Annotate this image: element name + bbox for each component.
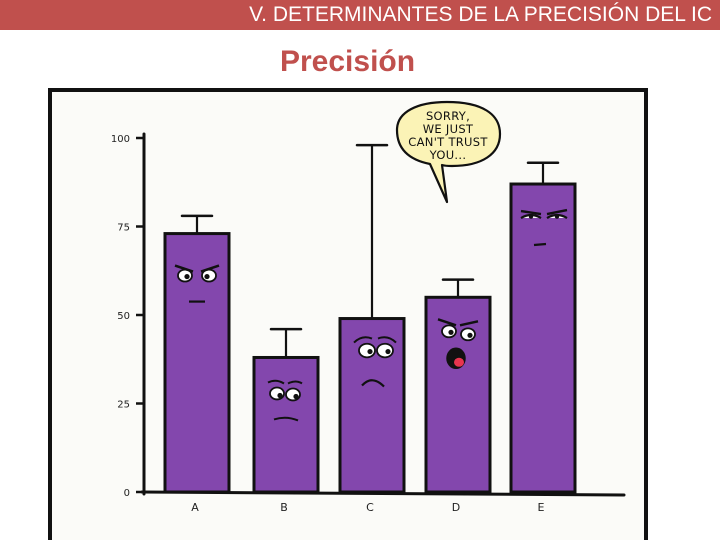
x-tick-label: A	[191, 501, 199, 514]
speech-bubble-shape	[395, 100, 502, 204]
x-tick-label: B	[280, 501, 288, 514]
speech-bubble: SORRY, WE JUST CAN'T TRUST YOU...	[395, 100, 502, 204]
left-eye-pupil	[277, 392, 283, 399]
bar-rect	[509, 182, 577, 494]
left-brow	[437, 318, 457, 327]
right-brow	[546, 208, 568, 216]
right-brow	[287, 380, 303, 385]
face-shocked	[437, 318, 479, 370]
mouth	[361, 379, 385, 388]
y-tick-label: 25	[117, 400, 130, 411]
right-eye	[376, 342, 394, 359]
bar-rect	[252, 355, 320, 494]
right-eye-pupil	[385, 348, 391, 355]
bar-C	[338, 143, 406, 494]
bubble-line-4: YOU...	[429, 148, 467, 162]
bar-rect	[424, 295, 492, 494]
y-tick-label: 100	[111, 134, 130, 145]
right-eye-pupil	[204, 273, 210, 280]
chart-bars	[163, 143, 577, 494]
left-eye-pupil	[367, 348, 373, 355]
slide-title: Precisión	[280, 45, 416, 78]
left-eye-pupil	[184, 273, 190, 280]
left-brow	[174, 264, 194, 273]
bubble-line-3: CAN'T TRUST	[408, 135, 488, 149]
bar-E	[509, 161, 577, 494]
bubble-line-1: SORRY,	[426, 109, 470, 123]
left-brow	[520, 209, 542, 216]
right-eye-pupil	[467, 332, 473, 338]
left-eye-pupil	[528, 214, 534, 219]
y-tick-label: 50	[117, 311, 130, 322]
x-tick-label: E	[538, 501, 545, 514]
left-eye-pupil	[448, 329, 454, 335]
comic-chart-frame: 0 25 50 75 100 A B C D E SORRY, WE JUST CAN'T TR…	[48, 88, 648, 540]
bar-D	[424, 278, 492, 494]
face-worried	[267, 379, 303, 422]
mouth	[533, 242, 547, 247]
right-eye	[285, 387, 301, 402]
right-brow	[200, 264, 220, 273]
right-eye-pupil	[554, 214, 560, 219]
face-frown	[174, 264, 220, 303]
chart-labels: A B C D E	[191, 501, 544, 514]
left-brow	[353, 336, 373, 344]
right-brow	[377, 336, 397, 344]
x-tick-label: C	[366, 501, 374, 514]
face-suspicious	[520, 208, 568, 247]
bubble-line-2: WE JUST	[423, 122, 474, 136]
bar-B	[252, 327, 320, 494]
y-tick-label: 0	[124, 488, 130, 499]
header-bar: V. DETERMINANTES DE LA PRECISIÓN DEL IC	[0, 0, 720, 30]
right-eye-pupil	[293, 393, 299, 400]
y-tick-label: 75	[117, 223, 130, 234]
right-brow	[459, 320, 479, 327]
bar-A	[163, 214, 231, 494]
x-tick-label: D	[452, 501, 460, 514]
left-eye	[358, 342, 376, 359]
left-eye	[269, 386, 285, 401]
face-sad	[353, 336, 397, 388]
header-title: V. DETERMINANTES DE LA PRECISIÓN DEL IC	[249, 3, 712, 26]
bar-chart: 0 25 50 75 100 A B C D E SORRY, WE JUST CAN'T TR…	[111, 100, 626, 514]
left-brow	[267, 379, 285, 385]
bar-rect	[163, 232, 231, 494]
mouth	[273, 416, 299, 422]
tongue	[454, 357, 464, 367]
